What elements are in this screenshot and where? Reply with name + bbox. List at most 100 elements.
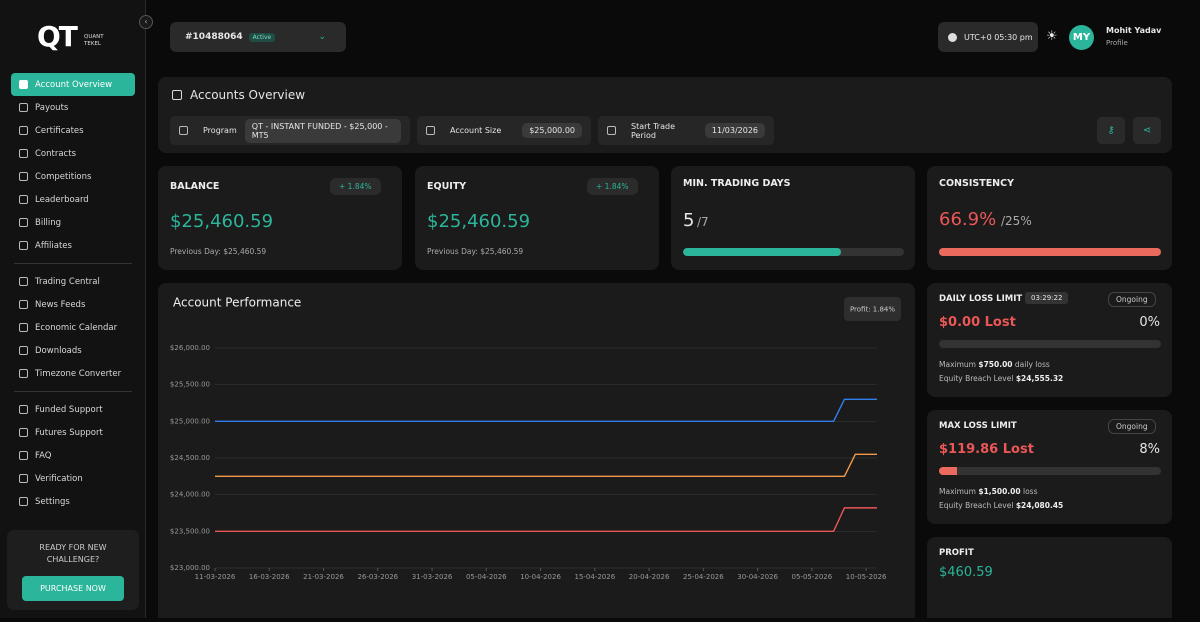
nav-item[interactable]: Verification [11,467,135,490]
icon [607,126,616,135]
line [215,398,877,423]
x-tick-label: 31-03-2026 [412,573,453,581]
percent: 0% [1139,315,1160,330]
breach: Equity Breach Level $24,080.45 [939,501,1063,510]
separator [14,263,132,264]
x-tick-label: 05-04-2026 [466,573,507,581]
nav-item[interactable]: Billing [11,211,135,234]
icon [19,405,28,414]
progress [939,467,957,475]
label: Account Size [450,126,502,135]
equity-card: EQUITY + 1.84% $25,460.59 Previous Day: … [415,166,659,270]
max: Maximum $1,500.00 loss [939,487,1037,496]
nav-item[interactable]: Leaderboard [11,188,135,211]
nav-item[interactable]: Certificates [11,119,135,142]
x-tick-label: 10-05-2026 [846,573,887,581]
nav-item[interactable]: Competitions [11,165,135,188]
icon [19,277,28,286]
nav-item[interactable]: Contracts [11,142,135,165]
title: Accounts Overview [190,88,306,102]
nav-label: Economic Calendar [35,322,118,333]
nav-label: FAQ [35,450,52,461]
size-chip: Account Size $25,000.00 [417,116,591,145]
nav-item[interactable]: Payouts [11,96,135,119]
status: Ongoing [1108,419,1156,434]
nav-item[interactable]: Trading Central [11,270,135,293]
nav-label: Leaderboard [35,194,89,205]
value: 11/03/2026 [704,123,765,138]
note: Previous Day: $25,460.59 [427,247,524,256]
nav-item[interactable]: News Feeds [11,293,135,316]
y-tick-label: $24,000.00 [170,491,210,499]
nav-item[interactable]: Timezone Converter [11,362,135,385]
account-selector[interactable]: #10488064 Active ⌄ [170,22,346,52]
x-tick-label: 16-03-2026 [249,573,290,581]
note: Previous Day: $25,460.59 [170,247,267,256]
timer: 03:29:22 [1025,292,1069,304]
account-id: #10488064 [185,32,243,42]
icon [19,369,28,378]
breach: Equity Breach Level $24,555.32 [939,374,1063,383]
icon [426,126,435,135]
chevron: ⌄ [318,32,326,42]
text: Maximum [939,487,976,496]
days: 5 [683,210,695,231]
label: PROFIT [939,548,974,558]
icon [19,80,28,89]
amount: $750.00 [978,360,1013,369]
amount: $24,555.32 [1015,374,1064,383]
required: /7 [697,215,709,229]
nav-item[interactable]: Economic Calendar [11,316,135,339]
label: Program [203,126,237,135]
progress [939,248,1161,256]
x-tick-label: 15-04-2026 [574,573,615,581]
x-tick-label: 20-04-2026 [629,573,670,581]
separator [14,391,132,392]
text: Equity Breach Level [939,501,1014,510]
profit-badge: Profit: 1.84% [850,306,895,314]
icon [19,300,28,309]
y-tick-label: $23,500.00 [170,527,210,535]
badge-bg [844,297,901,321]
value: $460.59 [939,565,993,580]
collapse-button[interactable]: ‹ [139,15,153,29]
nav-item[interactable]: Account Overview [11,73,135,96]
promo: READY FOR NEW CHALLENGE? PURCHASE NOW [7,530,139,610]
value: 66.9% [939,209,997,230]
icon [19,103,28,112]
chart: Account Performance Profit: 1.84% $23,00… [170,296,901,581]
overview-title: Accounts Overview [172,88,305,102]
nav-label: Trading Central [35,276,100,287]
share-button[interactable]: ⋖ [1133,117,1161,144]
amount: $24,080.45 [1015,501,1064,510]
consistency-card: CONSISTENCY 66.9% /25% [927,166,1172,270]
y-tick-label: $26,000.00 [170,344,210,352]
label: MAX LOSS LIMIT [939,421,1017,431]
nav-item[interactable]: FAQ [11,444,135,467]
text: Maximum [939,360,976,369]
x-tick-label: 30-04-2026 [737,573,778,581]
lost: $119.86 Lost [939,442,1034,457]
icon [19,195,28,204]
avatar[interactable]: MY [1069,25,1094,50]
nav-item[interactable]: Funded Support [11,398,135,421]
nav-item[interactable]: Settings [11,490,135,513]
key-button[interactable]: ⚷ [1097,117,1125,144]
purchase-button[interactable]: PURCHASE NOW [22,576,124,601]
max-loss-card: MAX LOSS LIMIT Ongoing $119.86 Lost 8% M… [927,410,1172,524]
x-tick-label: 05-05-2026 [792,573,833,581]
theme-toggle[interactable]: ☀ [1046,29,1058,44]
label: DAILY LOSS LIMIT [939,294,1023,304]
icon [19,346,28,355]
nav: Account Overview Payouts Certificates Contr… [0,73,146,513]
nav-item[interactable]: Downloads [11,339,135,362]
label: BALANCE [170,181,220,192]
value: $25,000.00 [522,123,582,138]
nav-label: Account Overview [35,79,113,90]
icon [19,126,28,135]
nav-item[interactable]: Affiliates [11,234,135,257]
nav-item[interactable]: Futures Support [11,421,135,444]
nav-label: Funded Support [35,404,103,415]
nav-label: Settings [35,496,70,507]
line [215,507,877,533]
